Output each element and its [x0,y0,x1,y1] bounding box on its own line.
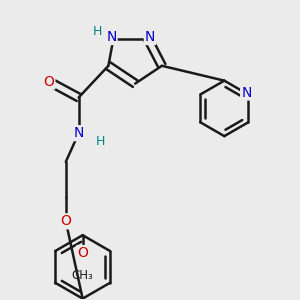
Text: O: O [44,75,54,88]
Text: O: O [77,246,88,260]
Text: N: N [145,30,155,44]
Text: CH₃: CH₃ [72,269,94,282]
Text: N: N [74,126,84,140]
Text: N: N [106,30,116,44]
Text: N: N [241,85,251,100]
Text: O: O [60,214,71,228]
Text: H: H [93,25,102,38]
Text: H: H [96,135,105,148]
